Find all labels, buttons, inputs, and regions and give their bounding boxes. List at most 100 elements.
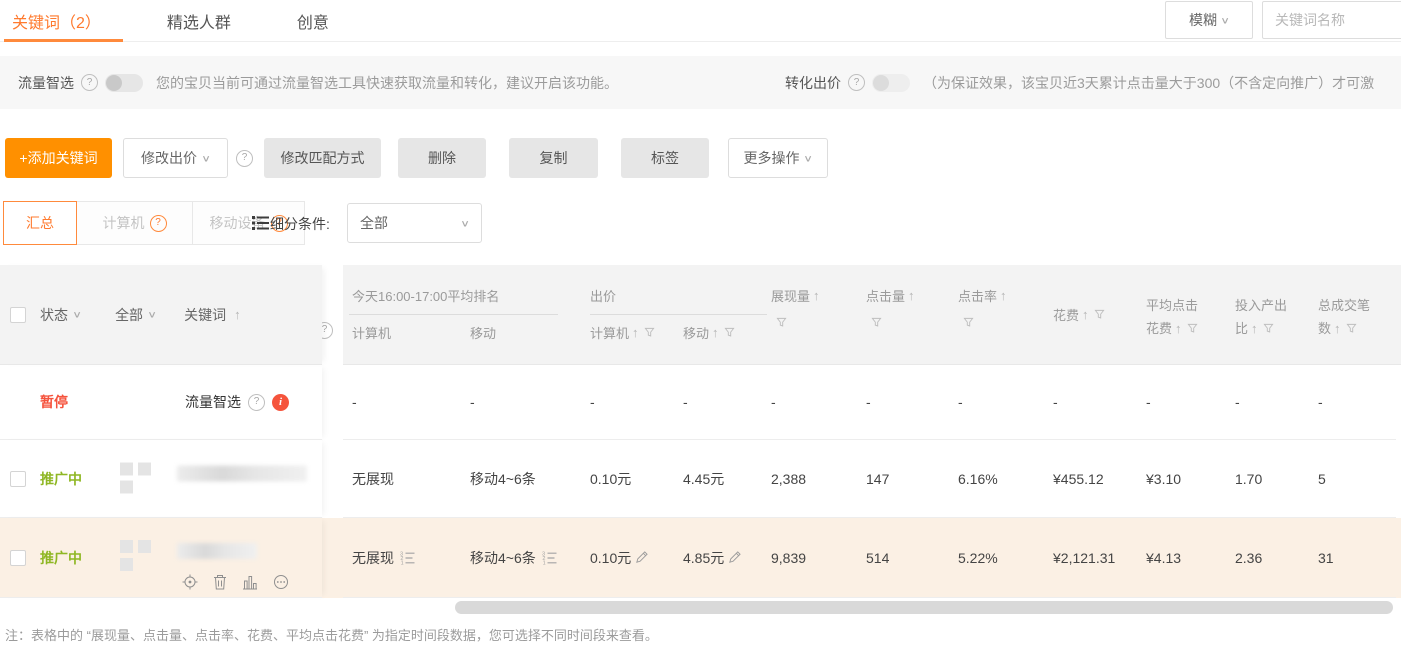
sort-arrow-icon[interactable]: ↑ [632,325,639,340]
smart-traffic-toggle[interactable] [105,73,143,92]
help-icon[interactable]: ? [81,74,98,91]
header-col-impressions[interactable]: 展现量 ↑ [771,265,866,364]
svg-text:3: 3 [542,551,545,557]
filter-funnel-icon[interactable] [643,327,655,338]
header-col-ctr[interactable]: 点击率 ↑ [958,265,1053,364]
table-row: 推广中 无展现 移动4~6条 0.10元 4.45元 2,388 147 6.16% ¥455.… [0,440,1401,518]
modify-bid-label: 修改出价 [140,150,197,166]
locate-target-icon[interactable] [182,574,198,590]
header-col-bid_mobile[interactable]: 移动 ↑ [683,323,771,342]
cell-ctr: - [958,365,1053,440]
header-group: 出价计算机 ↑ 移动 ↑ [590,265,771,364]
help-icon[interactable]: ? [848,74,865,91]
filter-funnel-icon[interactable] [1186,323,1198,334]
chevron-down-icon: ∨ [201,153,211,164]
select-all-checkbox[interactable] [10,306,26,323]
cell-impressions: 2,388 [771,440,866,518]
more-actions-button[interactable]: 更多操作 ∨ [728,138,828,178]
bar-chart-icon[interactable] [242,575,258,590]
filter-funnel-icon[interactable] [776,317,787,328]
cell-roi: 1.70 [1235,440,1318,518]
status-label: 暂停 [40,394,68,410]
device-tab-summary[interactable]: 汇总 [3,201,77,245]
rank-list-icon[interactable]: 321 [400,551,415,565]
add-keyword-button[interactable]: +添加关键词 [5,138,112,178]
cell-bid_pc: 0.10元 [590,518,683,598]
chevron-down-icon: ∨ [1220,15,1230,26]
sort-arrow-icon[interactable]: ↑ [908,288,915,303]
help-icon[interactable]: ? [236,149,253,167]
filter-funnel-icon[interactable] [1093,309,1105,320]
header-col-clicks[interactable]: 点击量 ↑ [866,265,958,364]
table-row: 推广中 无展现 3 2 1 移动4~6条 3 2 1 0.10元 4.85元 9,839 514 5.22… [0,518,1401,598]
modify-bid-button[interactable]: 修改出价 ∨ [123,138,228,178]
sort-arrow-icon[interactable]: ↑ [1175,321,1182,336]
delete-button[interactable]: 删除 [398,138,486,178]
sort-arrow-icon[interactable]: ↑ [1082,307,1089,322]
fuzzy-match-select[interactable]: 模糊 ∨ [1165,1,1253,39]
tab-bar: 关键词（2） 精选人群 创意 模糊 ∨ [0,0,1401,42]
cell-cost: ¥455.12 [1053,440,1146,518]
info-badge-icon[interactable]: i [272,393,289,411]
chevron-down-icon: ∨ [803,153,814,164]
header-group: 今天16:00-17:00平均排名 计算机 移动 [343,265,590,364]
cell-avg_cost: ¥4.13 [1146,518,1235,598]
segment-filter-value: 全部 [360,215,388,231]
filter-funnel-icon[interactable] [1262,323,1274,334]
filter-funnel-icon[interactable] [723,327,735,338]
status-label: 推广中 [40,470,82,487]
status-header-label: 状态 [40,306,68,323]
filter-funnel-icon[interactable] [963,317,974,328]
edit-pencil-icon[interactable] [635,551,648,564]
sort-arrow-icon[interactable]: ↑ [1000,288,1007,303]
keyword-text: 流量智选 [185,394,241,410]
cell-bid_mobile: 4.85元 [683,518,771,598]
table-header: 状态 ∨ 全部 ∨ 关键词 ↑ ? 今天16:00-17:00平均排名 计算机 移动… [0,265,1401,365]
tag-button[interactable]: 标签 [621,138,709,178]
header-col-cost[interactable]: 花费 ↑ [1053,265,1146,364]
row-checkbox[interactable] [10,470,26,487]
fuzzy-match-label: 模糊 [1188,12,1217,28]
header-col-roi[interactable]: 投入产出比 ↑ [1235,265,1318,364]
help-icon[interactable]: ? [248,393,265,411]
help-icon[interactable]: ? [270,214,288,232]
cell-bid_pc: - [590,365,683,440]
status-column-header[interactable]: 状态 ∨ [40,305,82,325]
horizontal-scrollbar[interactable] [455,601,1393,614]
header-group-underline [590,314,767,315]
header-col-avg_cost[interactable]: 平均点击 花费 ↑ [1146,265,1235,364]
modify-match-button[interactable]: 修改匹配方式 [264,138,381,178]
tab-keywords[interactable]: 关键词（2） [4,0,123,42]
conversion-bid-group: 转化出价 ? （为保证效果，该宝贝近3天累计点击量大于300（不含定向推广）才可… [785,56,1374,109]
filter-funnel-icon[interactable] [871,317,882,328]
tab-creative[interactable]: 创意 [293,0,333,41]
device-tab-pc[interactable]: 计算机 ? [76,201,193,245]
conversion-bid-toggle[interactable] [872,73,910,92]
header-group-label: 出价 [590,289,617,304]
table-body: 暂停 流量智选? i - - - - - - - - - - - 推广中 无展现 移动4~6条 0.10元 4.45… [0,365,1401,598]
header-col-orders[interactable]: 总成交笔数 ↑ [1318,265,1396,364]
chevron-down-icon: ∨ [460,218,470,229]
trash-icon[interactable] [213,574,227,590]
help-icon[interactable]: ? [149,214,167,232]
keyword-header-label: 关键词 [184,306,227,323]
tab-audience[interactable]: 精选人群 [163,0,235,41]
sort-arrow-icon[interactable]: ↑ [712,325,719,340]
column-gutter [322,440,343,518]
sort-arrow-icon[interactable]: ↑ [1251,321,1258,336]
header-col-bid_pc[interactable]: 计算机 ↑ [590,323,683,342]
rank-list-icon[interactable]: 321 [542,551,557,565]
more-circle-icon[interactable] [273,574,289,590]
segment-filter-select[interactable]: 全部 ∨ [347,203,482,243]
sort-arrow-icon[interactable]: ↑ [1334,321,1341,336]
sort-arrow-icon[interactable]: ↑ [813,288,820,303]
copy-button[interactable]: 复制 [509,138,598,178]
keyword-column-header[interactable]: 关键词 ↑ [184,305,241,325]
keyword-search-input[interactable] [1262,1,1401,39]
status-filter-dropdown[interactable]: 全部 ∨ [115,305,157,325]
device-tab-mobile[interactable]: 移动设备 ? [192,201,305,245]
row-checkbox[interactable] [10,549,26,566]
filter-funnel-icon[interactable] [1345,323,1357,334]
more-actions-label: 更多操作 [743,150,800,166]
edit-pencil-icon[interactable] [728,551,741,564]
